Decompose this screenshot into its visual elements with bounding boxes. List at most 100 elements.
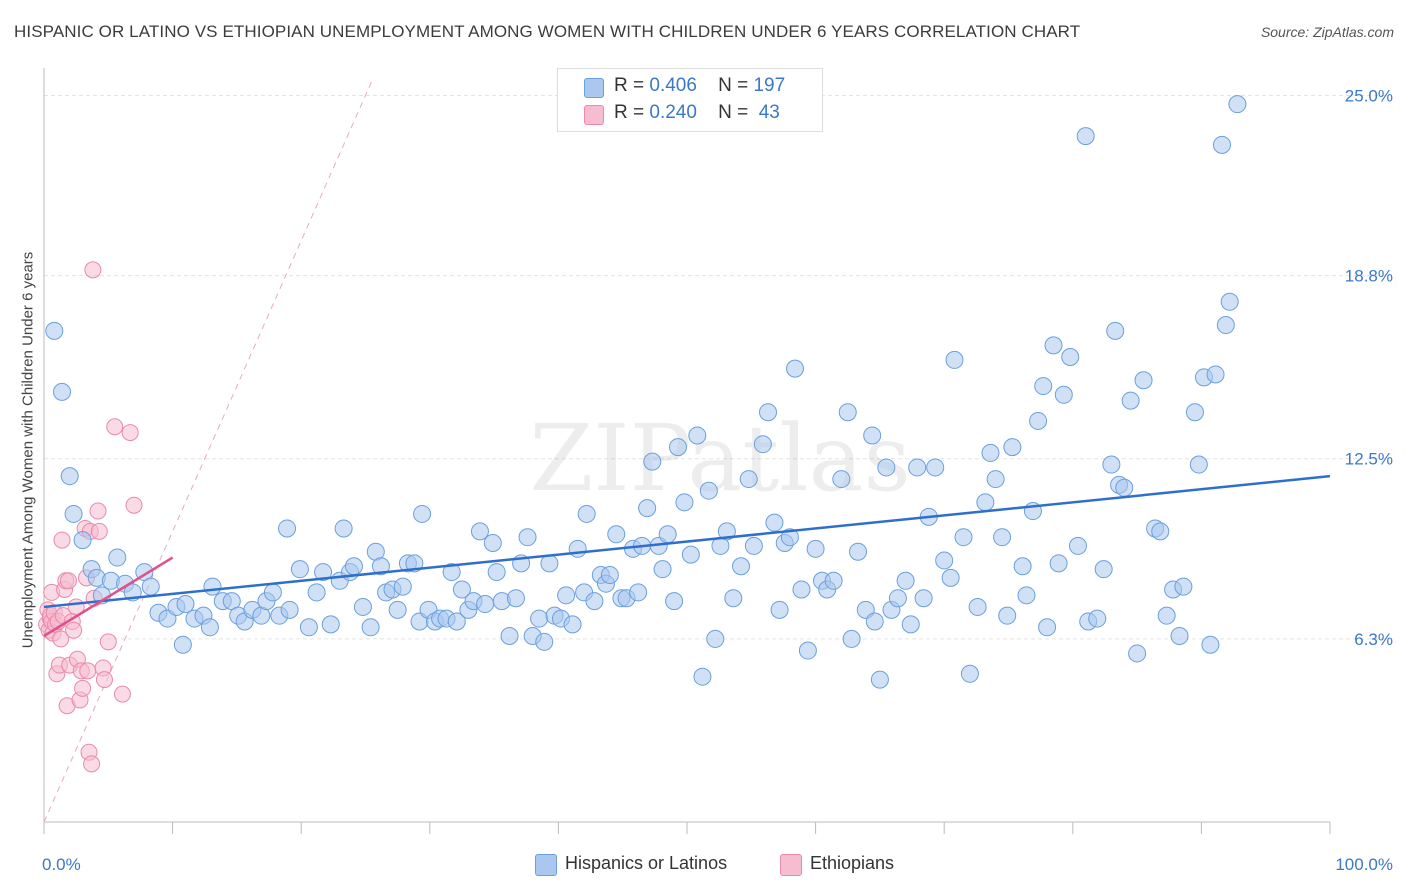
hispanics-point — [744, 536, 763, 555]
ethiopians-point — [79, 662, 97, 680]
ethiopians-point — [59, 572, 77, 590]
hispanics-point — [908, 458, 927, 477]
hispanics-point — [483, 534, 502, 552]
hispanics-point — [1054, 385, 1073, 404]
hispanics-point — [896, 571, 915, 590]
chart-title: HISPANIC OR LATINO VS ETHIOPIAN UNEMPLOY… — [14, 22, 1081, 41]
n-label: N = — [718, 75, 749, 96]
hispanics-point — [371, 557, 390, 576]
hispanics-point — [1034, 377, 1053, 396]
hispanics-point — [1134, 371, 1153, 390]
hispanics-point — [888, 589, 907, 608]
hispanics-point — [568, 539, 587, 558]
hispanics-point — [1068, 536, 1087, 555]
hispanics-point — [877, 458, 896, 477]
hispanics-point — [64, 504, 83, 523]
hispanics-point — [968, 597, 987, 616]
hispanics-point — [629, 583, 648, 602]
hispanics-point — [280, 600, 299, 619]
hispanics-point — [926, 458, 945, 477]
x-tick-label: 0.0% — [42, 855, 81, 874]
hispanics-point — [1115, 478, 1134, 497]
hispanics-point — [849, 542, 868, 561]
hispanics-point — [263, 583, 282, 602]
ethiopians-point — [106, 418, 124, 436]
hispanics-point — [699, 481, 718, 500]
hispanics-swatch — [584, 78, 604, 98]
ethiopians-legend-label: Ethiopians — [810, 853, 895, 873]
hispanics-point — [675, 493, 694, 512]
hispanics-legend-label: Hispanics or Latinos — [565, 853, 728, 873]
hispanics-point — [739, 470, 758, 489]
hispanics-point — [60, 467, 79, 486]
ethiopians-point — [52, 630, 70, 648]
hispanics-point — [452, 580, 471, 599]
ethiopians-points — [38, 261, 143, 773]
ethiopians-point — [95, 671, 113, 689]
ethiopians-point — [84, 261, 102, 279]
hispanics-point — [976, 493, 995, 512]
hispanics-point — [299, 618, 318, 637]
hispanics-point — [1094, 560, 1113, 579]
hispanics-point — [1102, 455, 1121, 474]
hispanics-point — [506, 589, 525, 608]
hispanics-point — [665, 592, 684, 611]
hispanics-point — [1061, 348, 1080, 366]
y-tick-label: 25.0% — [1345, 86, 1393, 105]
hispanics-point — [901, 615, 920, 634]
hispanics-point — [1212, 135, 1231, 154]
hispanics-point — [1121, 391, 1140, 410]
y-tick-label: 12.5% — [1345, 450, 1393, 469]
hispanics-point — [307, 583, 326, 602]
hispanics-point — [1038, 618, 1057, 637]
hispanics-point — [1013, 557, 1032, 576]
hispanics-point — [998, 606, 1017, 625]
hispanics-point — [786, 359, 805, 378]
hispanics-point — [535, 632, 554, 651]
hispanics-point — [960, 664, 979, 683]
ethiopians-point — [99, 633, 117, 651]
ethiopians-point — [74, 679, 92, 697]
r-label: R = — [614, 102, 645, 123]
y-axis-label: Unemployment Among Women with Children U… — [19, 251, 37, 649]
n-label: N = — [718, 102, 749, 123]
hispanics-point — [518, 528, 537, 547]
stats-legend: R = 0.406 N = 197 R = 0.240 N = 43 — [557, 68, 823, 132]
r-value: 0.240 — [649, 102, 697, 123]
hispanics-point — [681, 545, 700, 564]
hispanics-point — [600, 565, 619, 584]
hispanics-point — [45, 321, 64, 340]
hispanics-legend-swatch — [535, 854, 557, 876]
hispanics-point — [753, 435, 772, 454]
hispanics-point — [557, 586, 576, 605]
grid-lines — [44, 94, 1390, 640]
ethiopians-point — [89, 502, 107, 520]
reference-diagonal — [43, 77, 374, 823]
hispanics-point — [717, 522, 736, 541]
chart-source: Source: ZipAtlas.com — [1260, 24, 1394, 40]
r-value: 0.406 — [649, 75, 697, 96]
hispanics-point — [842, 629, 861, 648]
hispanics-point — [530, 609, 549, 628]
hispanics-point — [935, 551, 954, 570]
hispanics-point — [724, 589, 743, 608]
ethiopians-point — [65, 621, 83, 639]
hispanics-point — [1029, 411, 1048, 430]
ethiopians-point — [121, 424, 139, 442]
hispanics-point — [1174, 577, 1193, 596]
hispanics-point — [290, 560, 309, 579]
hispanics-point — [108, 548, 127, 567]
hispanics-point — [563, 615, 582, 634]
hispanics-point — [1189, 455, 1208, 474]
hispanics-point — [1044, 336, 1063, 355]
hispanics-point — [954, 528, 973, 547]
hispanics-point — [863, 426, 882, 445]
hispanics-point — [1151, 522, 1170, 541]
tick-labels: 6.3% 12.5% 18.8% 25.0% 0.0% 100.0% — [42, 86, 1393, 874]
hispanics-point — [53, 382, 72, 401]
hispanics-point — [693, 667, 712, 686]
hispanics-point — [1106, 321, 1125, 340]
hispanics-point — [798, 641, 817, 660]
hispanics-point — [607, 525, 626, 544]
